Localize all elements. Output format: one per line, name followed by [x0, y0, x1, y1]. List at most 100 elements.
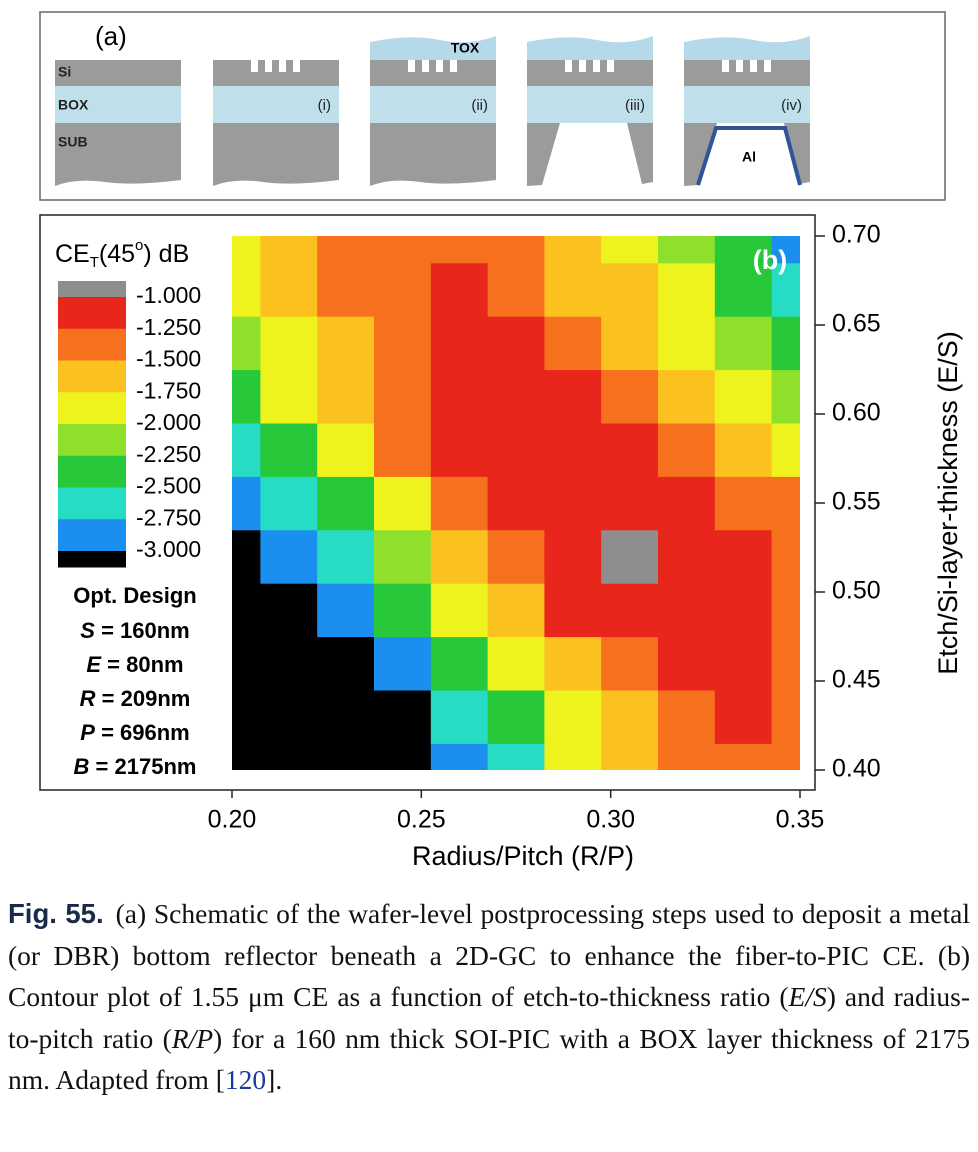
tox-label: TOX [451, 40, 480, 56]
caption: Fig. 55. (a) Schematic of the wafer-level… [8, 893, 970, 1101]
contour-cell [317, 236, 375, 264]
contour-cell [544, 422, 602, 477]
colorbar-label: -1.750 [136, 377, 201, 403]
contour-cell [374, 636, 432, 691]
colorbar-label: -2.250 [136, 441, 201, 467]
contour-cell [601, 636, 659, 691]
contour-cell [487, 529, 545, 584]
design-symbol: R [80, 686, 96, 711]
caption-text: ]. [266, 1064, 283, 1095]
colorbar-title: CET(45o) dB [55, 237, 189, 271]
contour-cell [544, 529, 602, 584]
contour-cell [544, 743, 602, 770]
contour-cell [601, 316, 659, 371]
colorbar-title-part: ) dB [143, 240, 189, 268]
box-layer [55, 86, 181, 123]
caption-symbol: E/S [788, 981, 827, 1012]
colorbar-band [58, 392, 126, 425]
layer-label: BOX [58, 97, 89, 113]
contour-cell [317, 583, 375, 638]
contour-cell [771, 583, 800, 638]
contour-cell [771, 743, 800, 770]
colorbar-band [58, 328, 126, 361]
contour-cell [232, 689, 261, 744]
design-symbol: B [74, 754, 90, 779]
contour-cell [374, 316, 432, 371]
contour-cell [601, 743, 659, 770]
y-tick-label: 0.40 [832, 755, 881, 783]
caption-text: ) for a 160 nm thick SOI-PIC with a BOX … [8, 1022, 970, 1096]
step-label: (iv) [781, 97, 802, 114]
contour-cell [714, 262, 773, 317]
contour-cell [487, 743, 545, 770]
design-param: R = 209nm [80, 686, 191, 711]
contour-cell [430, 743, 489, 770]
step-label: (iii) [625, 97, 645, 114]
colorbar-label: -1.000 [136, 282, 201, 308]
contour-cell [260, 316, 318, 371]
contour-cell [771, 476, 800, 531]
contour-cell [232, 529, 261, 584]
contour-cell [260, 236, 318, 264]
contour-cell [317, 316, 375, 371]
contour-cell [260, 529, 318, 584]
contour-cell [658, 422, 716, 477]
layer-label: Si [58, 64, 71, 80]
sub-layer [527, 123, 560, 186]
contour-cell [544, 262, 602, 317]
colorbar-band [58, 281, 126, 298]
contour-cell [601, 689, 659, 744]
contour-cell [260, 476, 318, 531]
sub-layer [55, 123, 181, 186]
contour-cell [658, 236, 716, 264]
contour-cell [658, 583, 716, 638]
contour-cell [317, 743, 375, 770]
design-value: = 2175nm [89, 754, 196, 779]
y-tick-label: 0.70 [832, 221, 881, 249]
contour-cell [487, 369, 545, 424]
contour-cell [374, 262, 432, 317]
contour-cell [430, 636, 489, 691]
x-tick-label: 0.20 [208, 806, 257, 834]
x-tick-label: 0.35 [776, 806, 825, 834]
y-tick-label: 0.45 [832, 666, 881, 694]
colorbar-title-part: T [90, 254, 99, 271]
contour-cell [771, 262, 800, 317]
contour-cell [430, 583, 489, 638]
contour-cell [658, 529, 716, 584]
caption-symbol: R/P [171, 1022, 214, 1054]
colorbar-band [58, 360, 126, 393]
contour-cell [771, 422, 800, 477]
contour-cell [232, 636, 261, 691]
box-layer [213, 86, 339, 123]
caption-reference[interactable]: 120 [224, 1064, 267, 1095]
contour-cell [260, 369, 318, 424]
contour-cell [430, 476, 489, 531]
si-layer [213, 60, 339, 86]
colorbar-band [58, 455, 126, 488]
contour-cell [260, 422, 318, 477]
sub-layer [370, 123, 496, 186]
caption-text: (a) Schematic of the wafer-level postpro… [8, 898, 970, 1012]
contour-cell [232, 369, 261, 424]
caption-text: ) and radius-to-pitch ratio ( [8, 981, 970, 1054]
contour-cell [771, 236, 800, 264]
contour-cell [374, 369, 432, 424]
contour-cell [430, 689, 489, 744]
contour-cell [601, 476, 659, 531]
box-layer [527, 86, 653, 123]
contour-cell [232, 422, 261, 477]
tox-layer [370, 36, 496, 60]
contour-cell [544, 236, 602, 264]
contour-cell [487, 236, 545, 264]
design-title: Opt. Design [73, 583, 196, 608]
y-tick-label: 0.60 [832, 399, 881, 427]
tox-layer [527, 36, 653, 60]
contour-cell [658, 262, 716, 317]
contour-cell [232, 743, 261, 770]
sub-layer [784, 123, 810, 184]
contour-cell [430, 369, 489, 424]
contour-cell [374, 583, 432, 638]
